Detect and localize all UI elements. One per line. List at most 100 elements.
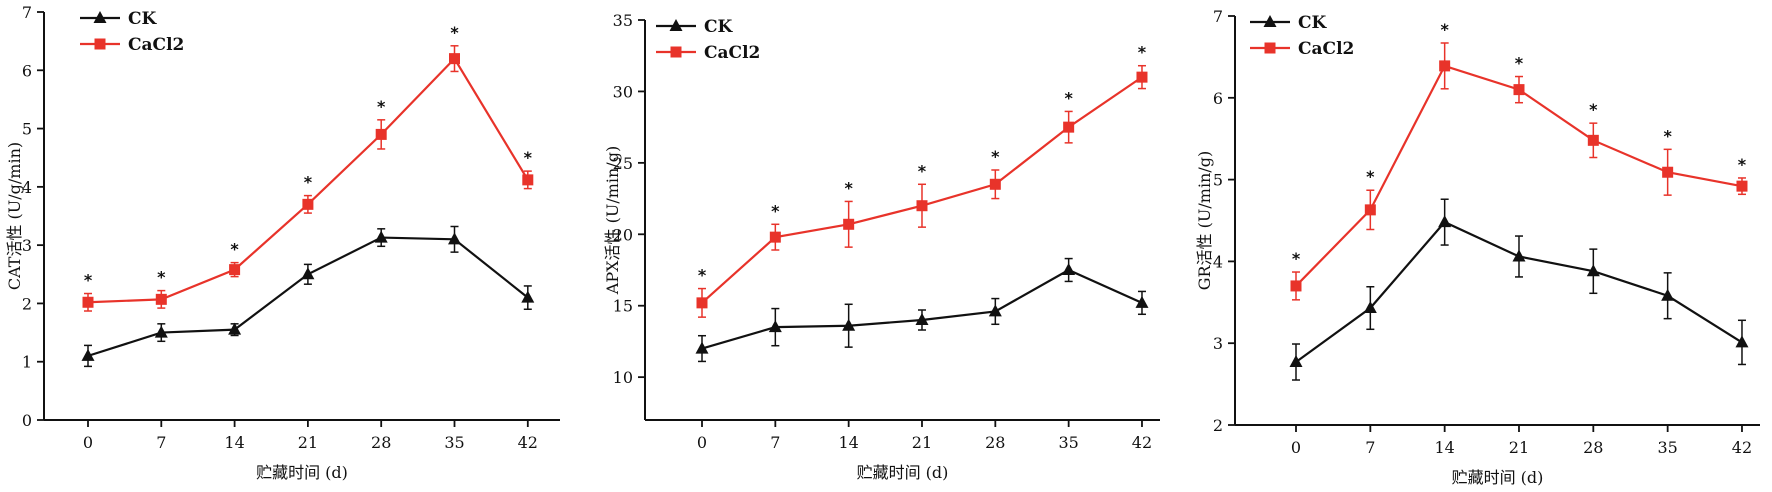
- data-point-square: [1063, 121, 1075, 133]
- y-tick-label: 3: [1213, 334, 1223, 353]
- x-tick-label: 14: [1434, 438, 1454, 457]
- chart-2: 10 15 20 25 30 35 0 7 14 21 28 35 42 贮藏时间 (d) APX活性 (U…: [603, 11, 1160, 482]
- data-point-square: [375, 128, 387, 140]
- data-point-square: [1736, 180, 1748, 192]
- legend: CK CaCl2: [1250, 13, 1354, 59]
- legend-marker-square: [670, 46, 682, 58]
- x-tick-label: 0: [83, 433, 93, 452]
- significance-mark: *: [918, 161, 927, 180]
- y-tick-label: 10: [613, 368, 633, 387]
- y-tick-label: 5: [22, 120, 32, 139]
- y-tick-label: 4: [22, 178, 32, 197]
- data-point-square: [1290, 280, 1302, 292]
- significance-mark: *: [157, 268, 166, 287]
- x-axis-title: 贮藏时间 (d): [1452, 468, 1544, 487]
- data-point-square: [302, 198, 314, 210]
- data-point-square: [449, 53, 460, 65]
- significance-mark: *: [1366, 167, 1375, 186]
- legend-marker-triangle: [669, 19, 683, 31]
- x-tick-label: 0: [1291, 438, 1301, 457]
- y-tick-label: 3: [22, 236, 32, 255]
- x-tick-label: 28: [985, 433, 1005, 452]
- data-point-triangle: [81, 348, 95, 361]
- y-tick-label: 7: [22, 3, 32, 22]
- x-axis-title: 贮藏时间 (d): [256, 463, 348, 482]
- series-ck: [81, 225, 535, 368]
- data-point-triangle: [521, 290, 535, 303]
- x-tick-label: 7: [770, 433, 780, 452]
- data-point-triangle: [1289, 355, 1303, 368]
- x-tick-label: 42: [1132, 433, 1152, 452]
- legend-marker-triangle: [1263, 15, 1277, 27]
- x-tick-label: 35: [444, 433, 464, 452]
- legend-label: CaCl2: [128, 35, 184, 55]
- data-point-triangle: [1363, 301, 1377, 314]
- x-tick-label: 28: [1583, 438, 1603, 457]
- significance-mark: *: [1738, 155, 1747, 174]
- data-point-square: [843, 218, 855, 230]
- data-point-square: [1513, 84, 1525, 96]
- data-point-triangle: [768, 320, 782, 333]
- data-point-square: [696, 297, 708, 309]
- data-point-triangle: [1512, 249, 1526, 262]
- data-point-triangle: [1062, 263, 1076, 275]
- significance-mark: *: [1440, 20, 1449, 39]
- legend: CK CaCl2: [80, 9, 184, 55]
- y-tick-label: 6: [1213, 89, 1223, 108]
- data-point-triangle: [915, 313, 929, 325]
- legend-label: CK: [1298, 13, 1328, 33]
- significance-mark: *: [698, 266, 707, 285]
- data-point-square: [1439, 60, 1451, 72]
- significance-mark: *: [771, 201, 780, 220]
- legend-marker-triangle: [93, 11, 107, 23]
- x-tick-label: 35: [1058, 433, 1078, 452]
- significance-mark: *: [991, 147, 1000, 166]
- data-point-square: [989, 178, 1001, 190]
- significance-mark: *: [1663, 126, 1672, 145]
- x-tick-label: 14: [838, 433, 858, 452]
- legend-label: CK: [128, 9, 158, 29]
- y-tick-label: 1: [22, 353, 32, 372]
- series-cacl2: * * * * * * *: [696, 43, 1148, 318]
- data-point-triangle: [301, 267, 315, 280]
- significance-mark: *: [1589, 100, 1598, 119]
- series-line: [87, 236, 529, 357]
- y-axis-title: GR活性 (U/min/g): [1195, 151, 1214, 291]
- significance-mark: *: [1292, 249, 1301, 268]
- x-tick-label: 7: [1365, 438, 1375, 457]
- data-point-triangle: [1135, 295, 1149, 308]
- data-point-triangle: [988, 304, 1002, 317]
- significance-mark: *: [377, 97, 386, 116]
- data-point-square: [229, 264, 241, 276]
- y-tick-label: 30: [613, 82, 633, 101]
- significance-mark: *: [230, 240, 239, 259]
- series-ck: [695, 257, 1149, 363]
- data-point-square: [155, 293, 167, 305]
- x-axis-title: 贮藏时间 (d): [857, 463, 949, 482]
- legend-label: CaCl2: [1298, 39, 1354, 59]
- data-point-square: [82, 296, 94, 308]
- data-point-triangle: [842, 318, 856, 331]
- y-tick-label: 25: [613, 154, 633, 173]
- x-tick-label: 0: [697, 433, 707, 452]
- series-cacl2: * * * * * * *: [1290, 20, 1748, 301]
- x-tick-label: 21: [298, 433, 318, 452]
- data-point-triangle: [1735, 335, 1749, 348]
- data-point-square: [1136, 71, 1148, 83]
- y-axis-title: CAT活性 (U/g/min): [5, 142, 24, 290]
- series-ck: [1289, 198, 1749, 381]
- y-tick-label: 20: [613, 225, 633, 244]
- data-point-triangle: [154, 325, 168, 338]
- data-point-triangle: [1586, 264, 1600, 277]
- data-point-square: [769, 231, 781, 243]
- legend-marker-square: [1264, 42, 1276, 54]
- data-point-triangle: [448, 232, 461, 245]
- data-point-triangle: [1438, 215, 1452, 228]
- data-point-square: [522, 174, 534, 186]
- x-tick-label: 42: [518, 433, 538, 452]
- x-tick-label: 21: [1509, 438, 1529, 457]
- x-tick-label: 14: [224, 433, 244, 452]
- x-tick-label: 28: [371, 433, 391, 452]
- x-tick-label: 42: [1732, 438, 1752, 457]
